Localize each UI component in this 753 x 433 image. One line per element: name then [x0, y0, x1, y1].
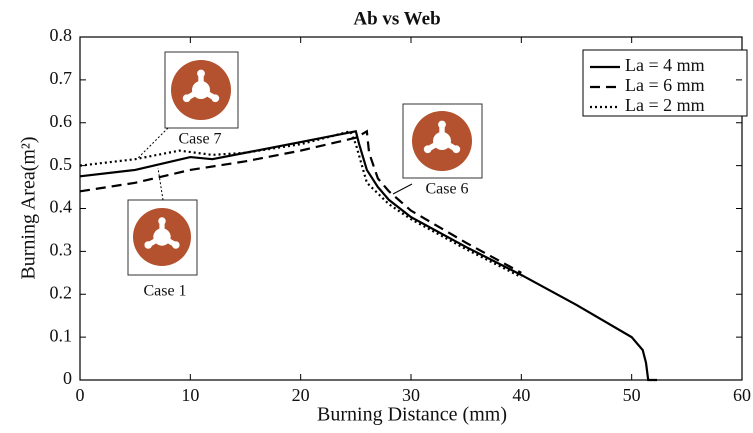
grain-lobe	[144, 241, 152, 249]
x-tick-label: 60	[733, 385, 751, 405]
grain-lobe	[424, 145, 432, 153]
inset-case-1: Case 1	[128, 168, 197, 300]
grain-lobe	[158, 217, 166, 225]
x-tick-label: 10	[181, 385, 199, 405]
y-tick-label: 0.7	[50, 68, 73, 88]
annotation: Case 7	[178, 131, 221, 148]
annotation: Case 1	[143, 283, 186, 300]
grain-lobe	[172, 241, 180, 249]
chart: Ab vs Web Burning Distance (mm) Burning …	[0, 0, 753, 433]
y-tick-label: 0.5	[50, 154, 73, 174]
legend-label: La = 6 mm	[625, 75, 705, 95]
annotation-arrow	[138, 128, 168, 158]
y-tick-label: 0.2	[50, 282, 73, 302]
x-tick-label: 40	[512, 385, 530, 405]
x-tick-label: 0	[76, 385, 85, 405]
chart-title: Ab vs Web	[353, 8, 440, 29]
inset-case-7: Case 7	[138, 52, 238, 158]
x-tick-label: 20	[292, 385, 310, 405]
x-axis-label: Burning Distance (mm)	[317, 404, 507, 426]
y-tick-label: 0.6	[50, 111, 73, 131]
legend-label: La = 4 mm	[625, 55, 705, 75]
y-axis-label: Burning Area(m²)	[18, 136, 40, 279]
x-tick-label: 30	[402, 385, 420, 405]
grain-lobe	[438, 121, 446, 129]
y-tick-label: 0.8	[50, 25, 73, 45]
inset-case-6: Case 6	[393, 104, 482, 198]
x-tick-label: 50	[623, 385, 641, 405]
grain-lobe	[211, 94, 219, 102]
y-tick-label: 0	[63, 368, 72, 388]
y-tick-label: 0.3	[50, 240, 73, 260]
y-tick-label: 0.4	[50, 197, 73, 217]
annotation-arrow	[158, 168, 163, 200]
annotation: Case 6	[425, 181, 468, 198]
annotation-arrow	[393, 184, 412, 194]
legend-label: La = 2 mm	[625, 95, 705, 115]
grain-lobe	[183, 94, 191, 102]
y-tick-label: 0.1	[50, 325, 73, 345]
grain-lobe	[452, 145, 460, 153]
grain-lobe	[197, 70, 205, 78]
